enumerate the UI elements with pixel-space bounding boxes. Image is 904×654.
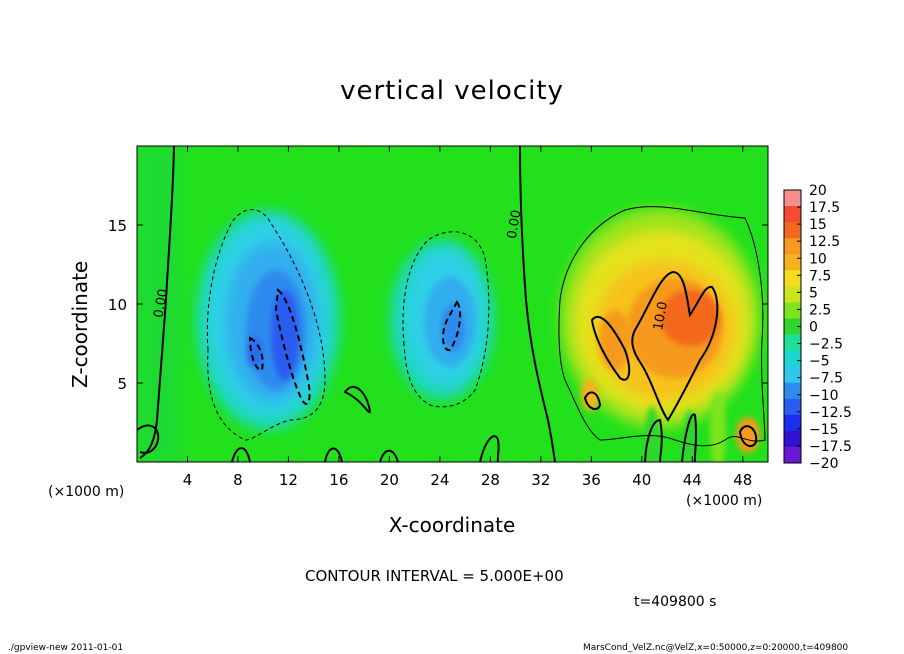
colorbar-swatch (784, 334, 801, 352)
x-tick-label: 8 (233, 471, 243, 489)
contour-labels: 0.00 0.00 10.0 (151, 209, 671, 332)
colorbar-swatch (784, 350, 801, 368)
x-tick-label: 48 (733, 471, 752, 489)
footer-left: ./gpview-new 2011-01-01 (8, 643, 124, 653)
colorbar-swatch (784, 206, 801, 223)
colorbar-label: −2.5 (809, 337, 843, 353)
contour-interval: CONTOUR INTERVAL = 5.000E+00 (305, 567, 564, 585)
updraft-right (560, 208, 760, 462)
colorbar-swatch (784, 430, 801, 448)
x-tick-label: 12 (279, 471, 298, 489)
colorbar-swatch (784, 222, 801, 239)
colorbar-label: 5 (809, 285, 818, 301)
x-axis-unit-left: (×1000 m) (48, 484, 125, 500)
x-tick-label: 36 (582, 471, 601, 489)
zero-contour-bottom-5 (479, 435, 500, 462)
contour-label: 0.00 (505, 209, 525, 240)
colorbar-label: 15 (809, 217, 827, 233)
pos-contour-bottom-right (738, 425, 758, 448)
pos-contour-10 (631, 270, 719, 422)
x-tick-label: 32 (531, 471, 550, 489)
zero-contour-bottom-2 (343, 385, 372, 414)
colorbar-swatch (784, 270, 801, 287)
colorbar-swatch (784, 382, 801, 400)
colorbar-label: 0 (809, 320, 818, 336)
zero-contour-center (519, 146, 556, 462)
colorbar-label: 20 (809, 183, 827, 199)
y-axis-label: Z-coordinate (68, 260, 92, 388)
pos-contour-10b (590, 315, 631, 381)
colorbar-swatch (784, 414, 801, 432)
neg-contour-left (206, 209, 326, 441)
colorbar-swatch (784, 366, 801, 384)
y-axis-ticks: 5 10 15 (108, 217, 768, 393)
y-tick-label: 5 (117, 375, 127, 393)
colorbar-label: 10 (809, 251, 827, 267)
colorbar-label: 17.5 (809, 200, 840, 216)
x-axis-ticks: 4 8 12 16 20 24 28 32 36 40 44 48 (183, 146, 752, 489)
colorbar-label: −10 (809, 388, 839, 404)
colorbar-swatch (784, 238, 801, 255)
x-axis-label-text: X-coordinate (388, 513, 516, 537)
colorbar-swatch (784, 446, 801, 464)
colorbar-swatch (784, 254, 801, 271)
x-tick-label: 44 (683, 471, 702, 489)
zero-contour-bottom-4 (379, 449, 399, 462)
colorbar-swatch (784, 302, 801, 319)
colorbar-swatch (784, 318, 801, 336)
x-tick-label: 4 (183, 471, 193, 489)
neg-contour-center (402, 231, 490, 408)
heatmap-field (137, 146, 768, 462)
pos-contour-stem-1 (644, 418, 663, 462)
colorbar-swatch (784, 398, 801, 416)
zero-contour-bottom-6 (231, 447, 251, 462)
colorbar-label: −12.5 (809, 405, 852, 421)
x-tick-label: 16 (329, 471, 348, 489)
colorbar-label: 7.5 (809, 268, 831, 284)
x-tick-label: 28 (481, 471, 500, 489)
colorbar-label: 2.5 (809, 302, 831, 318)
colorbar-swatch (784, 190, 801, 207)
colorbar-label: −7.5 (809, 371, 843, 387)
neg-contour-center-core (442, 300, 462, 352)
x-axis-label: X-coordinate (0, 513, 904, 537)
x-tick-label: 40 (632, 471, 651, 489)
pos-contour-outer (558, 206, 766, 447)
x-axis-unit-right: (×1000 m) (686, 493, 763, 509)
x-tick-label: 20 (380, 471, 399, 489)
x-tick-label: 24 (430, 471, 449, 489)
colorbar-label: −20 (809, 456, 839, 472)
downdraft-left (196, 210, 340, 430)
neg-contour-left-inner (274, 288, 311, 405)
heatmap-neutral-band (137, 146, 182, 462)
time-label: t=409800 s (634, 594, 717, 610)
contour-label: 0.00 (151, 288, 171, 319)
chart-title: vertical velocity (340, 76, 564, 106)
pos-contour-bottom (583, 391, 602, 411)
colorbar-label: 12.5 (809, 234, 840, 250)
downdraft-center (390, 240, 494, 400)
zero-contour-left (139, 146, 175, 459)
y-tick-label: 10 (108, 296, 127, 314)
colorbar-label: −5 (809, 354, 830, 370)
colorbar-label: −15 (809, 422, 839, 438)
colorbar-label: −17.5 (809, 439, 852, 455)
colorbar-swatch (784, 286, 801, 303)
footer-right: MarsCond_VelZ.nc@VelZ,x=0:50000,z=0:2000… (583, 643, 849, 653)
y-tick-label: 15 (108, 217, 127, 235)
zero-contour-bottom-1 (137, 424, 160, 454)
zero-contour-bottom-3 (324, 447, 343, 462)
pos-contour-stem-2 (681, 413, 698, 462)
contour-lines (137, 146, 766, 462)
contour-label: 10.0 (651, 300, 671, 331)
